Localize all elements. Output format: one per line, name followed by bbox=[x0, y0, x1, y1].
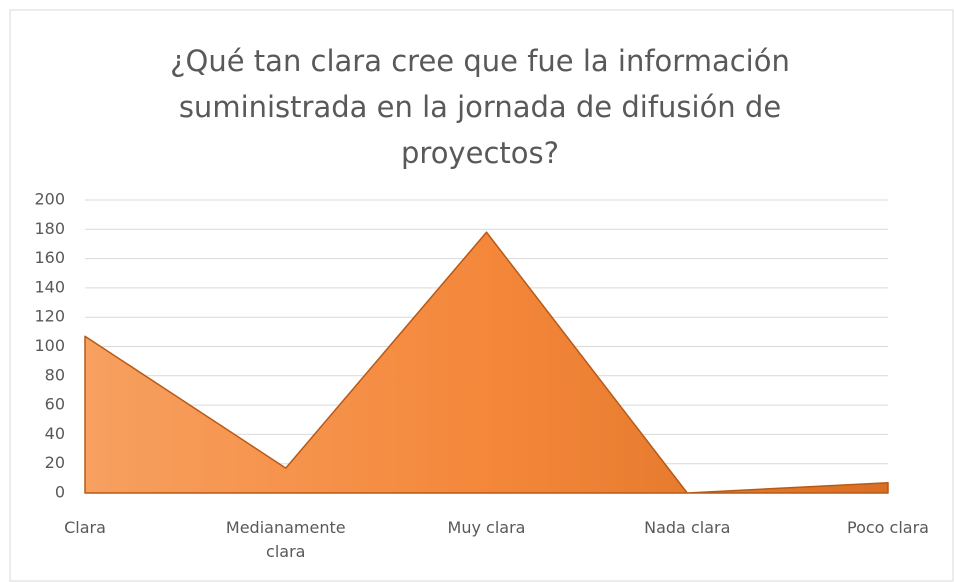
x-tick-label: Nada clara bbox=[644, 518, 731, 537]
y-tick-label: 160 bbox=[34, 248, 65, 267]
chart-border bbox=[9, 9, 954, 582]
y-tick-label: 180 bbox=[34, 219, 65, 238]
x-tick-label: Muy clara bbox=[447, 518, 526, 537]
chart-title: ¿Qué tan clara cree que fue la informaci… bbox=[170, 44, 790, 170]
y-tick-label: 120 bbox=[34, 307, 65, 326]
y-tick-label: 20 bbox=[45, 453, 65, 472]
x-tick-label: Medianamente clara bbox=[225, 518, 346, 561]
y-tick-label: 140 bbox=[34, 277, 65, 296]
y-tick-label: 100 bbox=[34, 336, 65, 355]
y-tick-label: 60 bbox=[45, 395, 65, 414]
x-tick-label: Poco clara bbox=[847, 518, 929, 537]
y-tick-label: 200 bbox=[34, 190, 65, 209]
y-tick-label: 0 bbox=[55, 483, 65, 502]
y-tick-label: 80 bbox=[45, 365, 65, 384]
area bbox=[84, 231, 889, 494]
x-tick-label: Clara bbox=[64, 518, 106, 537]
y-tick-label: 40 bbox=[45, 424, 65, 443]
